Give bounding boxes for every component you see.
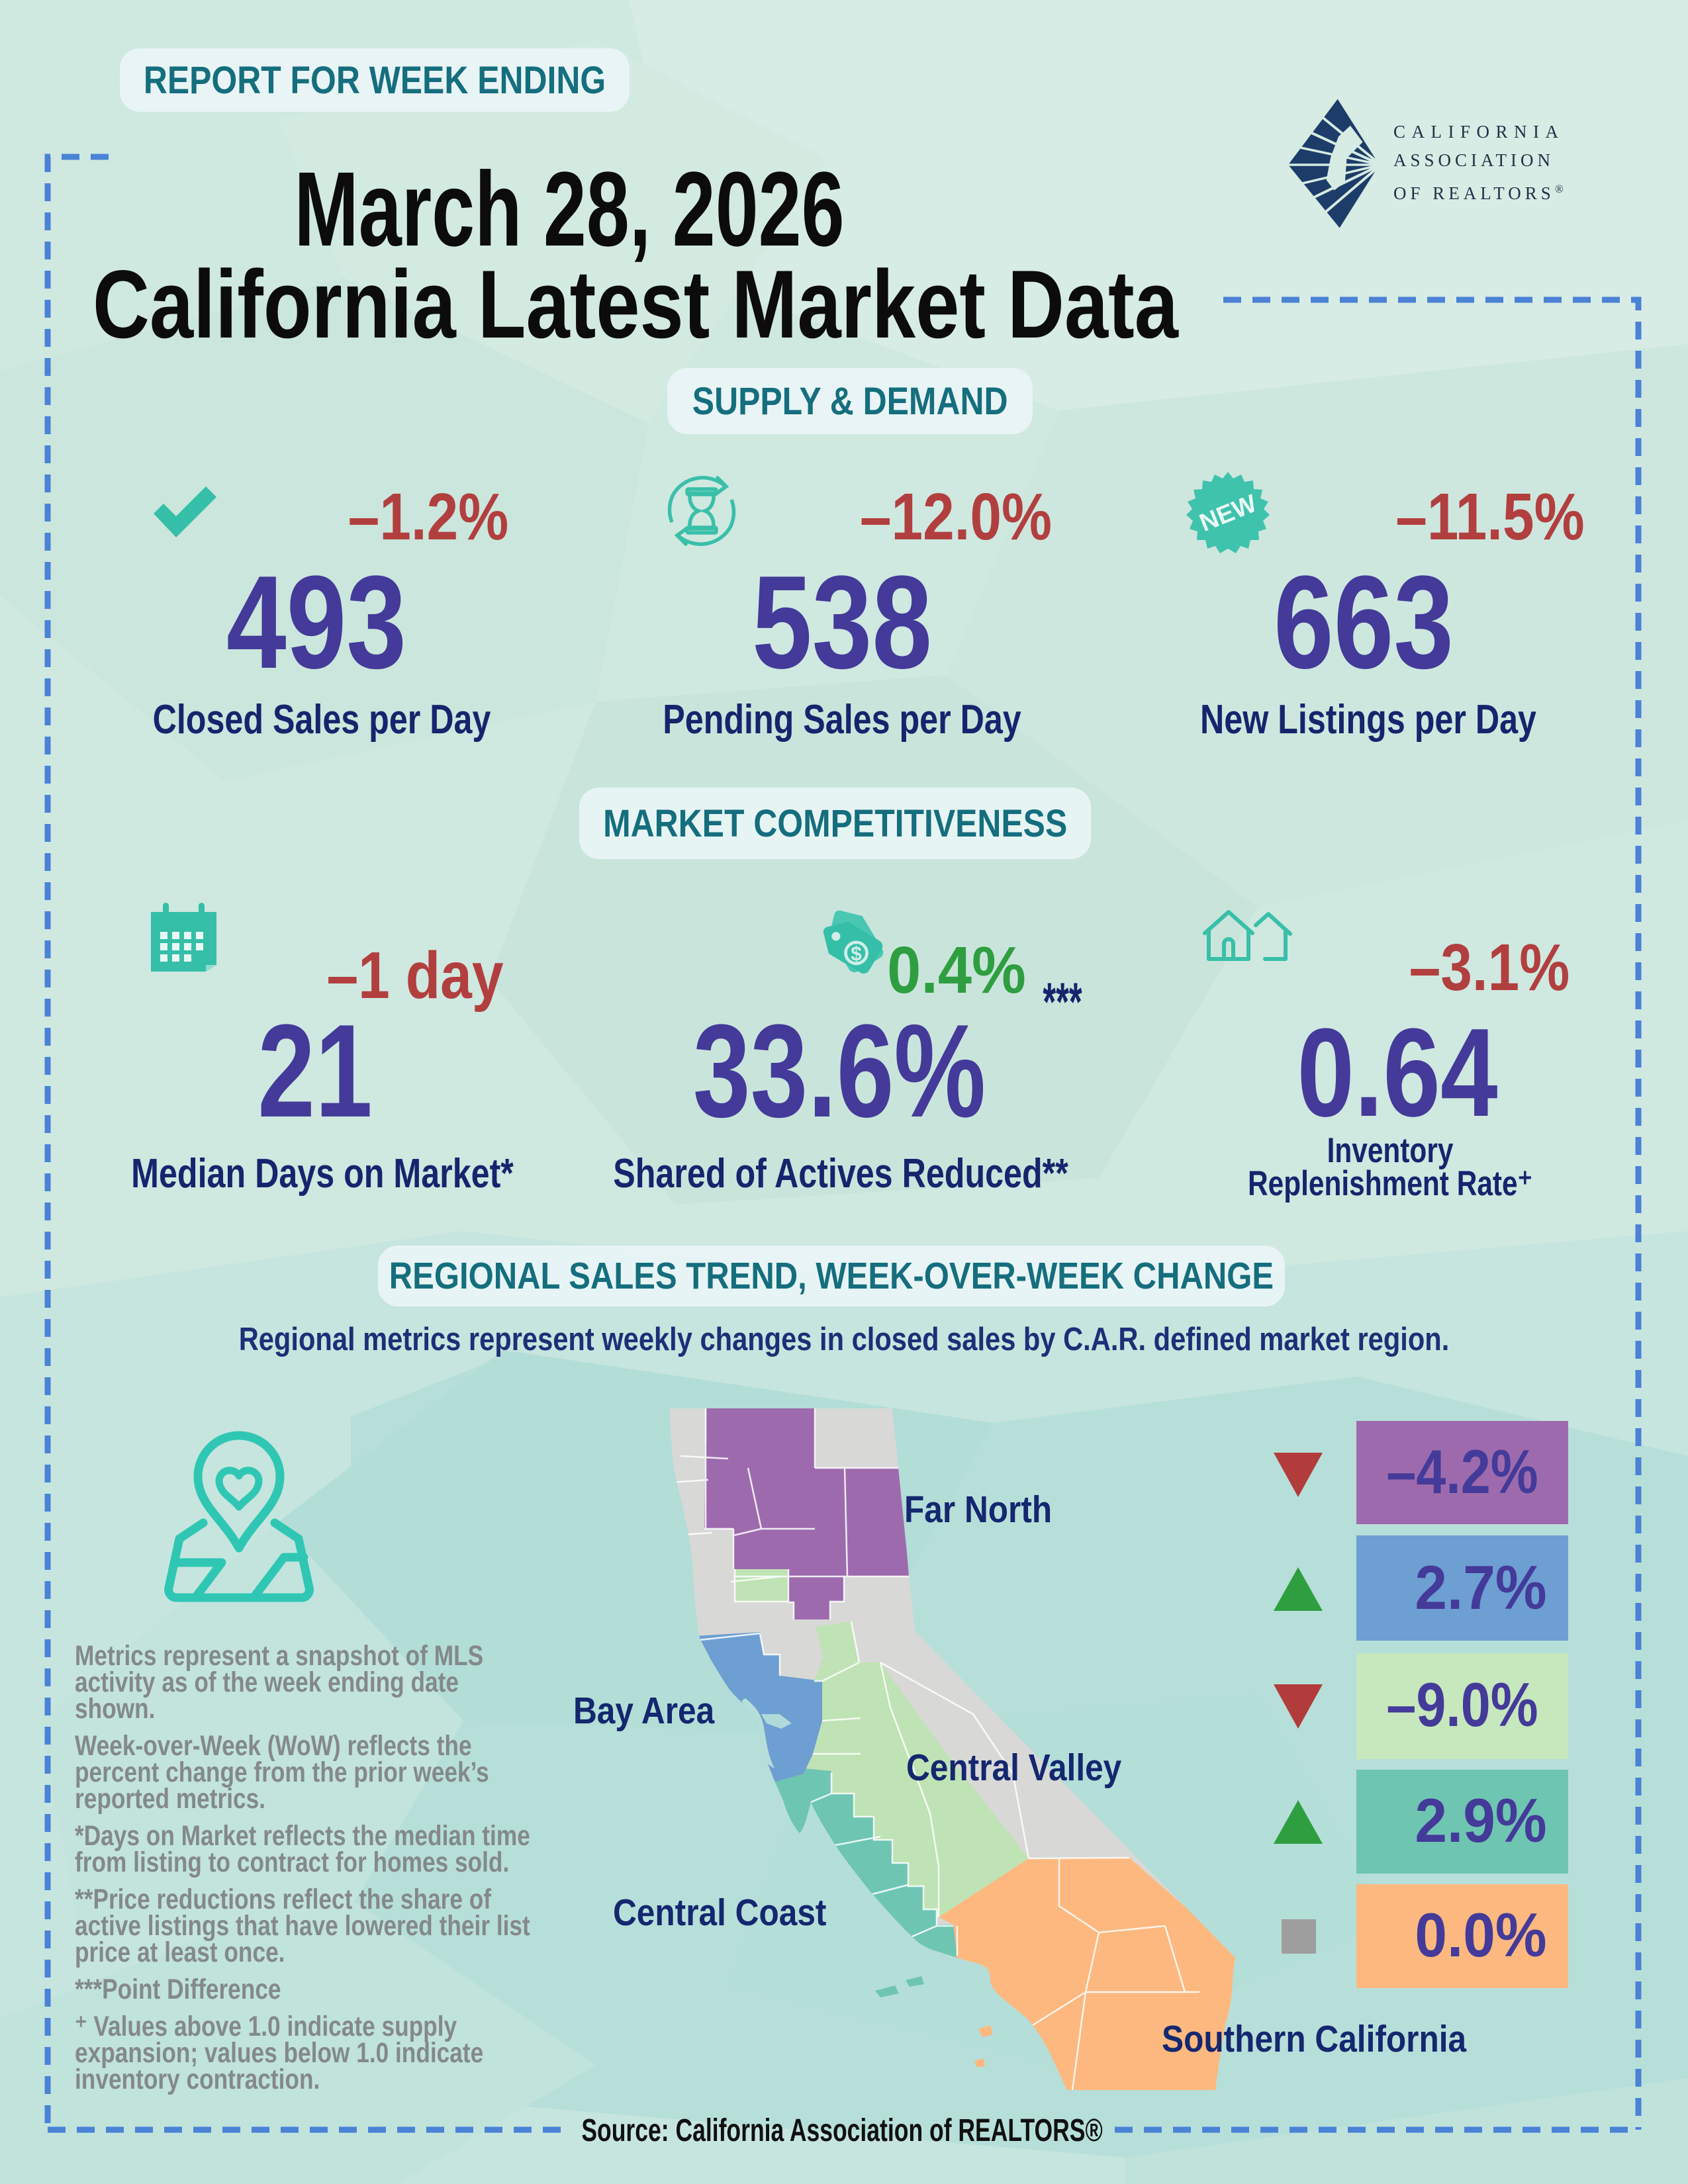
svg-text:$: $ (851, 943, 862, 965)
